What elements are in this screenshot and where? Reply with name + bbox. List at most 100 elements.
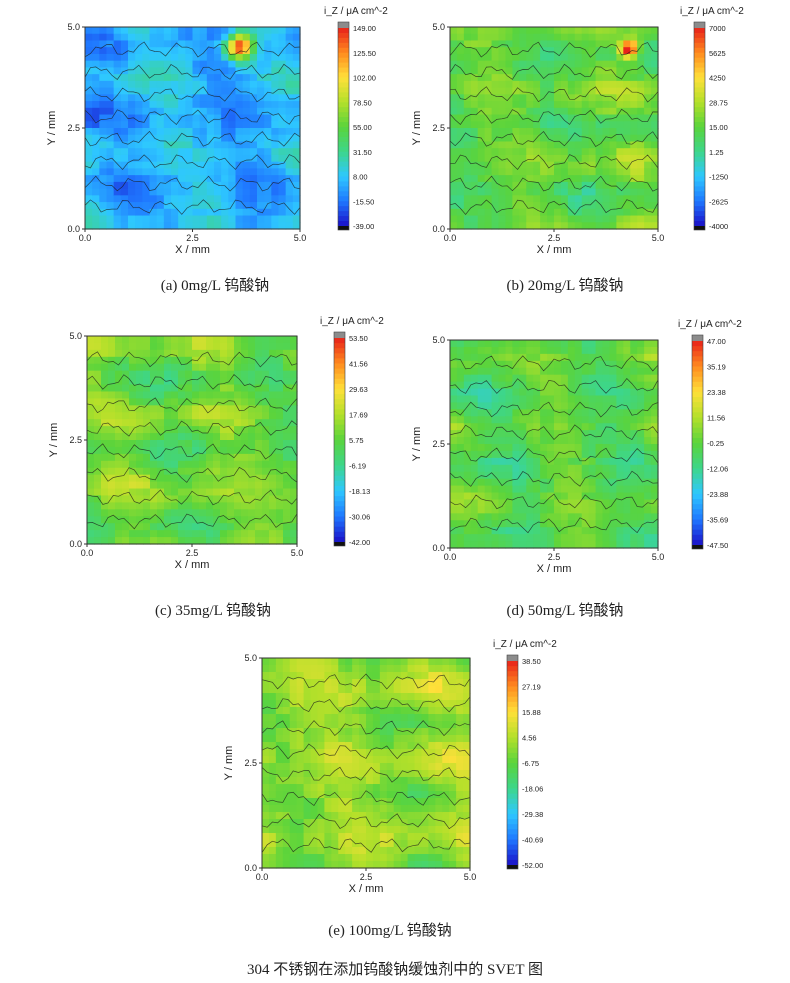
heatmap-cell <box>213 530 221 538</box>
colorbar-step <box>507 727 518 733</box>
heatmap-cell <box>241 384 249 393</box>
heatmap-cell <box>616 80 624 89</box>
heatmap-cell <box>512 40 520 48</box>
heatmap-cell <box>108 516 116 524</box>
heatmap-cell <box>554 381 562 390</box>
heatmap-cell <box>588 444 597 452</box>
heatmap-cell <box>581 541 590 549</box>
heatmap-cell <box>128 33 136 42</box>
heatmap-cell <box>623 188 631 196</box>
heatmap-cell <box>407 763 416 771</box>
heatmap-cell <box>262 847 270 855</box>
heatmap-cell <box>122 440 130 448</box>
heatmap-cell <box>135 148 143 156</box>
heatmap-cell <box>122 377 130 386</box>
heatmap-cell <box>581 423 590 431</box>
heatmap-cell <box>623 478 631 487</box>
heatmap-cell <box>609 168 617 176</box>
heatmap-cell <box>470 381 479 390</box>
heatmap-cell <box>221 33 229 42</box>
heatmap-cell <box>554 222 562 230</box>
heatmap-cell <box>484 450 493 459</box>
heatmap-cell <box>290 433 298 441</box>
heatmap-cell <box>519 430 527 438</box>
heatmap-cell <box>220 440 228 448</box>
heatmap-cell <box>129 398 137 406</box>
heatmap-cell <box>101 405 109 413</box>
heatmap-cell <box>352 826 360 834</box>
heatmap-cell <box>113 94 122 102</box>
heatmap-cell <box>498 346 507 355</box>
heatmap-cell <box>547 527 555 535</box>
heatmap-cell <box>163 74 172 82</box>
colorbar-step <box>334 455 345 461</box>
heatmap-cell <box>595 33 604 42</box>
heatmap-cell <box>450 161 458 169</box>
heatmap-cell <box>533 27 541 35</box>
heatmap-cell <box>310 686 319 694</box>
heatmap-cell <box>157 398 165 406</box>
heatmap-cell <box>491 437 500 445</box>
heatmap-cell <box>428 777 436 785</box>
contour-line <box>449 41 659 58</box>
colorbar-step <box>334 485 345 492</box>
heatmap-cell <box>278 188 287 196</box>
heatmap-cell <box>101 377 109 386</box>
heatmap-cell <box>526 222 534 230</box>
heatmap-cell <box>345 812 353 820</box>
heatmap-cell <box>164 342 172 351</box>
heatmap-cell <box>185 222 194 230</box>
heatmap-cell <box>292 121 301 129</box>
heatmap-cell <box>249 215 258 223</box>
heatmap-cell <box>651 168 659 176</box>
heatmap-cell <box>574 527 583 535</box>
heatmap-cell <box>228 67 237 75</box>
heatmap-cell <box>199 453 207 462</box>
heatmap-cell <box>616 478 624 487</box>
heatmap-cell <box>407 672 416 680</box>
heatmap-cell <box>379 672 388 680</box>
panel-caption: (c) 35mg/L 钨酸钠 <box>155 602 271 619</box>
heatmap-cell <box>450 513 458 521</box>
heatmap-cell <box>450 360 458 369</box>
heatmap-cell <box>540 395 548 403</box>
heatmap-cell <box>560 148 569 156</box>
heatmap-cell <box>574 353 583 362</box>
heatmap-cell <box>602 506 611 514</box>
heatmap-cell <box>275 784 284 792</box>
heatmap-cell <box>630 541 638 549</box>
heatmap-cell <box>567 527 576 535</box>
heatmap-cell <box>262 342 270 351</box>
heatmap-cell <box>491 430 500 438</box>
heatmap-cell <box>463 80 472 89</box>
heatmap-cell <box>602 154 611 163</box>
heatmap-cell <box>136 537 144 545</box>
heatmap-cell <box>428 728 436 736</box>
colorbar-tick-label: 5.75 <box>349 436 364 445</box>
heatmap-cell <box>540 67 548 75</box>
heatmap-cell <box>149 208 158 217</box>
heatmap-cell <box>178 215 186 223</box>
heatmap-cell <box>129 530 137 538</box>
heatmap-cell <box>637 457 645 466</box>
heatmap-cell <box>352 756 360 764</box>
heatmap-cell <box>505 107 513 116</box>
heatmap-cell <box>393 700 402 708</box>
heatmap-cell <box>450 121 458 129</box>
heatmap-cell <box>379 805 388 813</box>
heatmap-cell <box>157 446 165 455</box>
heatmap-cell <box>456 812 464 820</box>
heatmap-cell <box>214 80 222 89</box>
heatmap-cell <box>379 749 388 757</box>
heatmap-cell <box>366 805 374 813</box>
heatmap-cell <box>470 168 479 176</box>
heatmap-cell <box>637 395 645 403</box>
heatmap-cell <box>192 181 201 190</box>
heatmap-cell <box>512 188 520 196</box>
heatmap-cell <box>150 467 158 476</box>
heatmap-cell <box>581 388 590 397</box>
heatmap-cell <box>164 460 172 469</box>
heatmap-cell <box>271 33 280 42</box>
heatmap-cell <box>609 121 617 129</box>
heatmap-cell <box>595 154 604 163</box>
